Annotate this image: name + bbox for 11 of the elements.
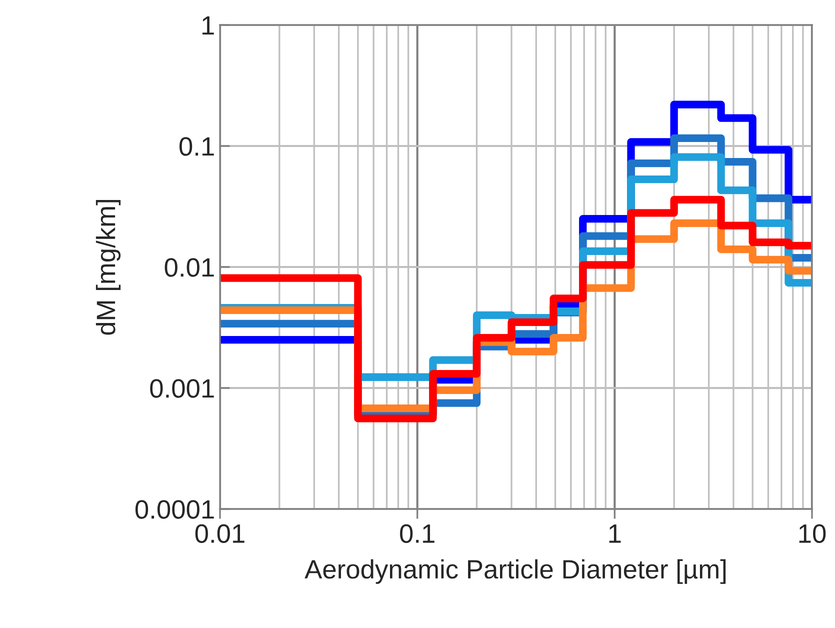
x-axis-title: Aerodynamic Particle Diameter [µm]	[304, 559, 726, 584]
x-tick-label: 10	[799, 524, 826, 543]
x-tick-label: 0.01	[195, 524, 244, 543]
y-tick-label: 0.0001	[135, 500, 214, 519]
x-tick-label: 1	[609, 524, 621, 543]
y-tick-label: 0.001	[150, 379, 214, 398]
x-tick-label: 0.1	[400, 524, 434, 543]
y-tick-label: 1	[202, 16, 214, 35]
y-tick-label: 0.1	[179, 137, 214, 156]
y-axis-title: dM [mg/km]	[96, 200, 121, 335]
y-tick-label: 0.01	[164, 258, 214, 277]
